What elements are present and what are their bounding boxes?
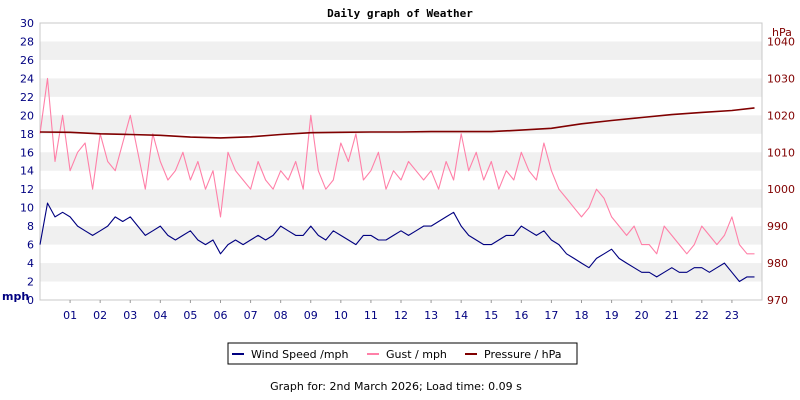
x-tick-label: 09 xyxy=(304,309,318,322)
right-tick-label: 1000 xyxy=(767,183,795,196)
x-tick-label: 23 xyxy=(725,309,739,322)
legend-label-gust: Gust / mph xyxy=(386,348,447,361)
series-wind-speed xyxy=(39,202,755,283)
left-tick-label: 22 xyxy=(20,91,34,104)
legend-box xyxy=(227,342,578,365)
grid-band xyxy=(40,189,762,208)
legend-label-wind: Wind Speed /mph xyxy=(251,348,349,361)
x-tick-label: 21 xyxy=(665,309,679,322)
x-tick-label: 05 xyxy=(183,309,197,322)
right-axis-unit: hPa xyxy=(772,26,792,39)
x-tick-label: 16 xyxy=(514,309,528,322)
x-tick-label: 10 xyxy=(334,309,348,322)
left-tick-label: 16 xyxy=(20,146,34,159)
x-tick-label: 12 xyxy=(394,309,408,322)
left-tick-label: 6 xyxy=(27,239,34,252)
grid-band xyxy=(40,263,762,282)
x-tick-label: 15 xyxy=(484,309,498,322)
grid-band xyxy=(40,152,762,171)
legend: Wind Speed /mph Gust / mph Pressure / hP… xyxy=(227,342,578,365)
grid-band xyxy=(40,226,762,245)
x-tick-label: 20 xyxy=(635,309,649,322)
grid-band xyxy=(40,78,762,97)
left-tick-label: 4 xyxy=(27,257,34,270)
x-tick-label: 07 xyxy=(244,309,258,322)
left-tick-label: 0 xyxy=(27,294,34,307)
right-tick-label: 1020 xyxy=(767,109,795,122)
left-tick-label: 20 xyxy=(20,109,34,122)
x-tick-label: 03 xyxy=(123,309,137,322)
right-tick-label: 990 xyxy=(767,220,788,233)
x-tick-label: 02 xyxy=(93,309,107,322)
left-tick-label: 12 xyxy=(20,183,34,196)
left-axis-unit: mph xyxy=(2,290,29,303)
left-tick-label: 14 xyxy=(20,165,34,178)
x-tick-label: 01 xyxy=(63,309,77,322)
x-tick-label: 11 xyxy=(364,309,378,322)
grid-band xyxy=(40,115,762,134)
footer-text: Graph for: 2nd March 2026; Load time: 0.… xyxy=(270,380,522,393)
left-tick-label: 2 xyxy=(27,276,34,289)
series-layer xyxy=(39,77,755,283)
right-axis: 970 980 990 1000 1010 1020 1030 1040 xyxy=(767,35,795,307)
x-tick-label: 06 xyxy=(214,309,228,322)
right-tick-label: 1010 xyxy=(767,146,795,159)
series-gust xyxy=(39,77,755,255)
x-tick-label: 17 xyxy=(544,309,558,322)
left-tick-label: 10 xyxy=(20,202,34,215)
left-tick-label: 26 xyxy=(20,54,34,67)
chart-title: Daily graph of Weather xyxy=(327,7,473,20)
right-tick-label: 970 xyxy=(767,294,788,307)
plot-bands xyxy=(40,41,762,282)
x-tick-label: 14 xyxy=(454,309,468,322)
x-tick-label: 19 xyxy=(605,309,619,322)
left-tick-label: 24 xyxy=(20,72,34,85)
x-tick-label: 22 xyxy=(695,309,709,322)
series-pressure xyxy=(39,107,755,139)
right-tick-label: 980 xyxy=(767,257,788,270)
x-tick-label: 13 xyxy=(424,309,438,322)
left-tick-label: 28 xyxy=(20,35,34,48)
left-tick-label: 18 xyxy=(20,128,34,141)
right-tick-label: 1040 xyxy=(767,35,795,48)
right-tick-label: 1030 xyxy=(767,72,795,85)
x-tick-label: 04 xyxy=(153,309,167,322)
x-tick-label: 18 xyxy=(575,309,589,322)
grid-band xyxy=(40,41,762,60)
legend-label-pressure: Pressure / hPa xyxy=(484,348,562,361)
left-tick-label: 30 xyxy=(20,17,34,30)
x-axis: 01 02 03 04 05 06 07 08 09 10 11 12 13 14 15 16 17 18 19 20… xyxy=(63,300,739,322)
x-tick-label: 08 xyxy=(274,309,288,322)
left-tick-label: 8 xyxy=(27,220,34,233)
